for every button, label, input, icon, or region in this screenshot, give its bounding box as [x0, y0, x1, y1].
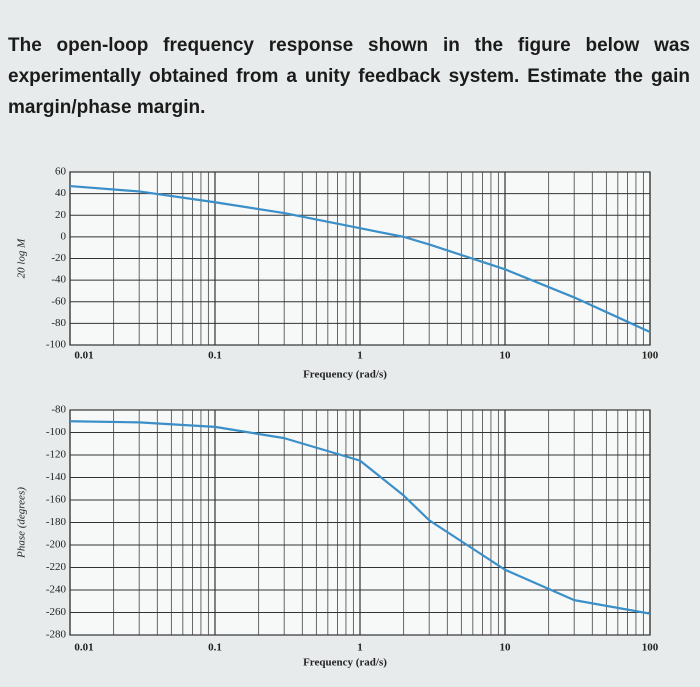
y-tick-label: 0 [61, 230, 67, 242]
x-axis-label: Frequency (rad/s) [303, 657, 387, 669]
y-tick-label: -180 [46, 516, 67, 528]
x-tick-label: 1 [357, 642, 363, 654]
y-tick-label: -80 [51, 317, 66, 329]
y-tick-label: -260 [46, 606, 67, 618]
x-tick-label: 100 [642, 350, 659, 362]
x-tick-label: 10 [500, 350, 512, 362]
y-tick-label: -60 [51, 295, 66, 307]
y-tick-label: -100 [46, 339, 67, 351]
question: The open-loop frequency response shown i… [8, 35, 690, 118]
x-tick-label: 10 [500, 642, 512, 654]
y-tick-label: 20 [55, 209, 67, 221]
y-tick-label: -160 [46, 494, 67, 506]
y-tick-label: -280 [46, 629, 67, 641]
y-tick-label: -20 [51, 252, 66, 264]
y-tick-label: -200 [46, 539, 67, 551]
x-tick-label: 0.01 [74, 350, 93, 362]
y-tick-label: -120 [46, 449, 67, 461]
x-axis-label: Frequency (rad/s) [303, 369, 387, 381]
response-curve [69, 184, 651, 334]
x-tick-label: 100 [642, 642, 659, 654]
y-tick-label: 60 [55, 166, 67, 178]
x-tick-label: 1 [357, 350, 363, 362]
y-axis-label: 20 log M [16, 238, 28, 279]
y-tick-label: -100 [46, 426, 67, 438]
response-curve [69, 420, 651, 615]
x-tick-label: 0.1 [208, 350, 222, 362]
y-tick-label: 40 [55, 187, 67, 199]
x-tick-label: 0.1 [208, 642, 222, 654]
y-tick-label: -220 [46, 561, 67, 573]
y-tick-label: -40 [51, 274, 66, 286]
y-tick-label: -80 [51, 404, 66, 416]
y-tick-label: -240 [46, 584, 67, 596]
y-tick-label: -140 [46, 471, 67, 483]
y-axis-label: Phase (degrees) [16, 487, 28, 559]
x-tick-label: 0.01 [74, 642, 93, 654]
